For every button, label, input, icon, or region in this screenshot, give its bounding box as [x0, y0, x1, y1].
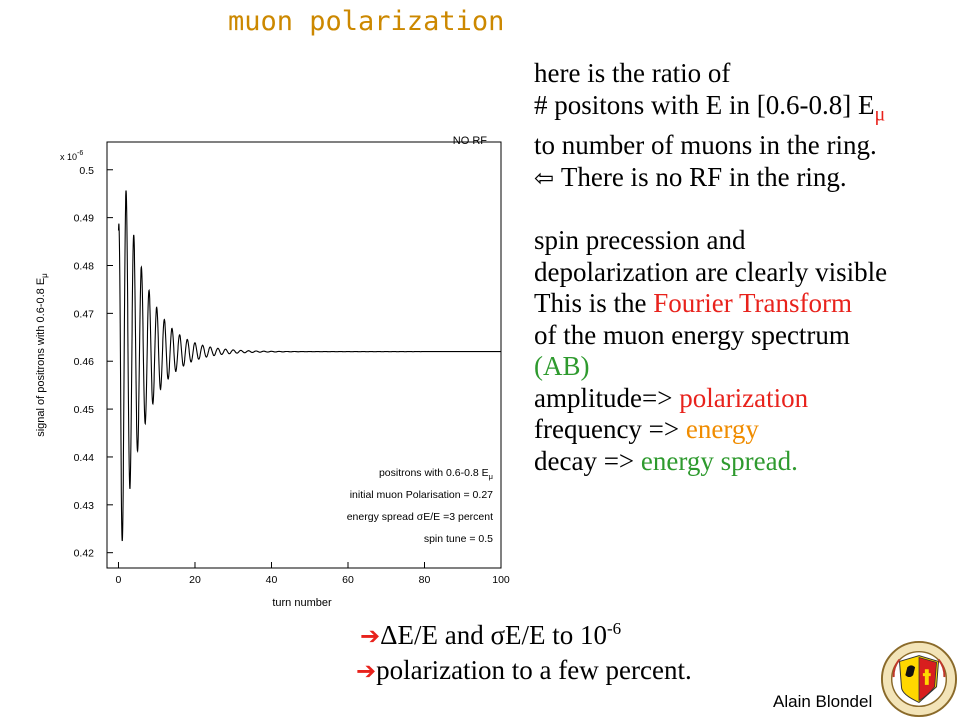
author-name: Alain Blondel [773, 692, 873, 711]
polarization-chart: NO RF x 10-6 0.420.430.440.450.460.470.4… [35, 135, 510, 609]
text-line-7: This is the Fourier Transform [534, 288, 853, 319]
slide-title: muon polarization [228, 6, 505, 37]
text-line-6: depolarization are clearly visible [534, 256, 888, 287]
x-tick-label: 100 [492, 574, 510, 586]
y-tick-label: 0.45 [74, 404, 95, 416]
y-tick-label: 0.47 [74, 308, 95, 320]
plot-frame [106, 141, 502, 569]
mu-subscript: μ [874, 102, 886, 125]
y-tick-label: 0.44 [74, 452, 95, 464]
chart-title: NO RF [453, 135, 488, 147]
y-tick-label: 0.48 [74, 260, 95, 272]
x-tick-label: 40 [266, 574, 278, 586]
x-tick-label: 80 [419, 574, 431, 586]
x-axis-ticks: 0 20 40 60 80 100 [116, 562, 510, 586]
series-line-signal [117, 190, 501, 542]
text-line-2: # positons with E in [0.6-0.8] Eμ [534, 89, 886, 125]
text-line-11: frequency => energy [534, 414, 759, 445]
y-tick-label: 0.43 [74, 500, 95, 512]
text-line-3: to number of muons in the ring. [534, 130, 877, 161]
text-line-8: of the muon energy spectrum [534, 319, 850, 350]
x-tick-label: 60 [342, 574, 354, 586]
y-axis-ticks: 0.42 0.43 0.44 0.45 0.46 0.47 0.48 0.49 0.5 [74, 165, 113, 560]
conclusion-line-1: ➔ΔE/E and σE/E to 10-6 [360, 619, 622, 650]
x-tick-label: 0 [116, 574, 122, 586]
text-line-10: amplitude=> polarization [534, 382, 809, 413]
conclusion-text: ➔ΔE/E and σE/E to 10-6 ➔polarization to … [356, 612, 692, 688]
annotation-1: positrons with 0.6-0.8 Eμ [379, 467, 493, 481]
y-tick-label: 0.49 [74, 213, 95, 225]
text-line-12: decay => energy spread. [534, 445, 798, 476]
university-seal-icon [880, 640, 958, 718]
explanation-text: here is the ratio of # positons with E i… [534, 58, 887, 477]
text-line-5: spin precession and [534, 225, 746, 256]
text-line-4: There is no RF in the ring. [534, 162, 887, 195]
right-arrow-icon: ➔ [356, 657, 377, 685]
right-arrow-icon: ➔ [360, 622, 381, 650]
text-line-9: (AB) [534, 351, 590, 382]
y-tick-label: 0.42 [74, 548, 95, 560]
y-axis-label: signal of positrons with 0.6-0.8 Eμ [35, 273, 49, 437]
annotation-2: initial muon Polarisation = 0.27 [350, 489, 493, 501]
y-multiplier: x 10-6 [60, 150, 83, 162]
y-tick-label: 0.46 [74, 356, 95, 368]
conclusion-line-2: ➔polarization to a few percent. [356, 655, 692, 685]
annotation-3: energy spread σE/E =3 percent [347, 511, 493, 523]
left-arrow-icon [534, 162, 554, 192]
chart-annotations: positrons with 0.6-0.8 Eμ initial muon P… [347, 467, 493, 545]
x-tick-label: 20 [189, 574, 201, 586]
annotation-4: spin tune = 0.5 [424, 533, 493, 545]
x-axis-label: turn number [272, 597, 332, 609]
y-tick-label: 0.5 [79, 165, 94, 177]
text-line-1: here is the ratio of [534, 58, 731, 88]
